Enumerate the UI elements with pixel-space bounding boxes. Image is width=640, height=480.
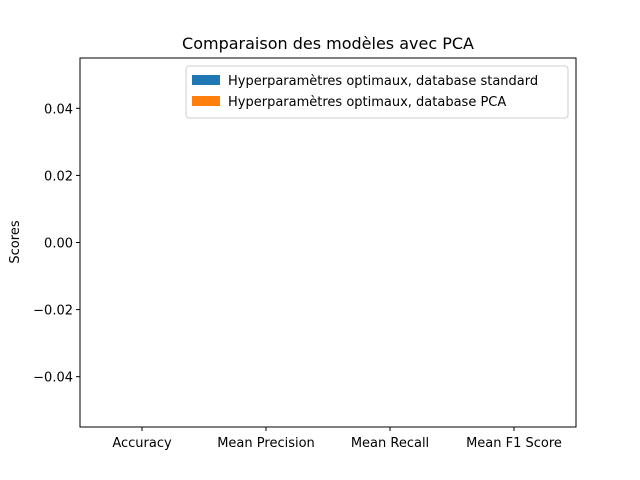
chart-title: Comparaison des modèles avec PCA [182, 34, 474, 53]
y-tick-label: 0.00 [44, 237, 73, 252]
legend-label: Hyperparamètres optimaux, database PCA [228, 95, 506, 110]
y-tick-label: 0.02 [44, 169, 73, 184]
plot-frame [79, 57, 577, 428]
legend: Hyperparamètres optimaux, database stand… [185, 65, 569, 119]
x-tick-label: Accuracy [112, 436, 172, 451]
y-ticks-group: −0.04 −0.02 0.00 0.02 0.04 [33, 102, 80, 386]
x-tick-label: Mean Recall [351, 436, 429, 451]
x-tick-label: Mean F1 Score [466, 436, 562, 451]
legend-box [185, 65, 569, 119]
y-tick-label: −0.04 [33, 371, 73, 386]
y-tick-label: −0.02 [33, 304, 73, 319]
y-tick-label: 0.04 [44, 102, 73, 117]
x-ticks-group: Accuracy Mean Precision Mean Recall Mean F1… [112, 427, 562, 451]
x-tick-label: Mean Precision [217, 436, 315, 451]
legend-label: Hyperparamètres optimaux, database stand… [228, 74, 538, 89]
y-axis-label: Scores [8, 220, 23, 263]
legend-swatch [192, 96, 220, 106]
legend-swatch [192, 75, 220, 85]
